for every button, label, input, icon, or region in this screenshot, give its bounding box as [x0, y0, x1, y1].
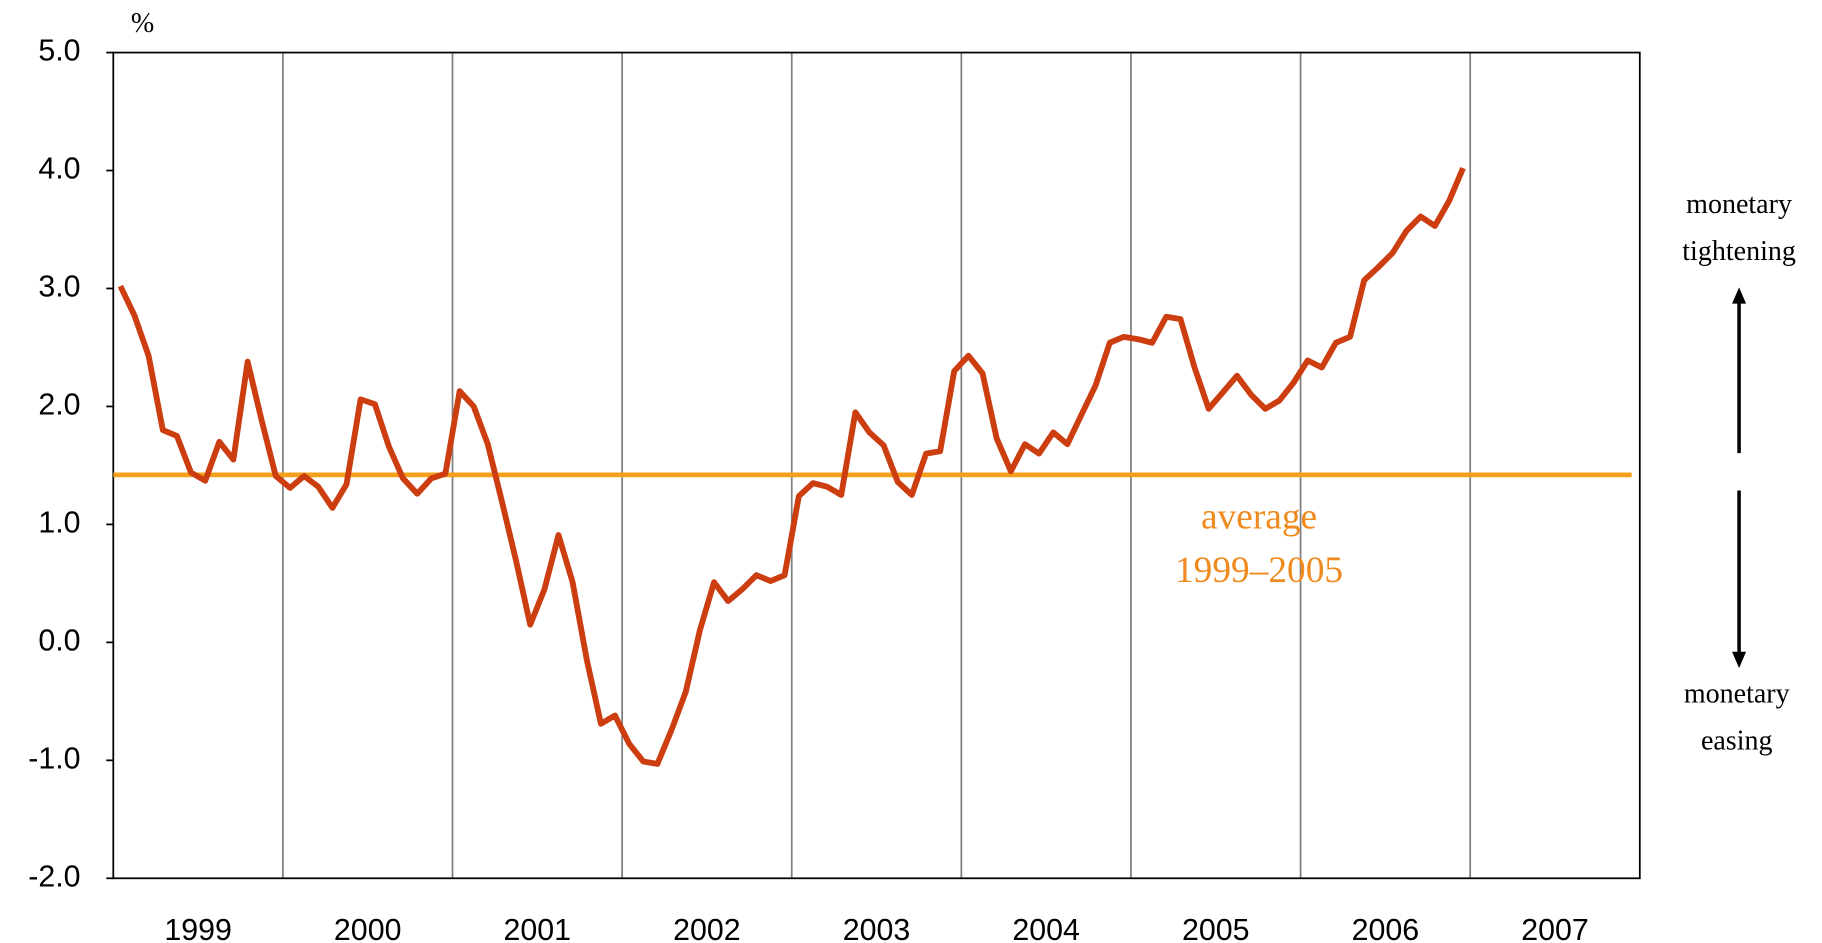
- x-tick-label: 1999: [164, 914, 232, 943]
- y-tick-label: 2.0: [38, 388, 80, 421]
- x-tick-label: 2007: [1521, 914, 1589, 943]
- x-tick-label: 2001: [504, 914, 572, 943]
- average-label: 1999–2005: [1175, 550, 1343, 591]
- y-tick-label: 5.0: [38, 35, 80, 68]
- average-label: average: [1201, 496, 1317, 537]
- x-tick-label: 2003: [843, 914, 911, 943]
- x-tick-label: 2000: [334, 914, 402, 943]
- annotation-tightening: tightening: [1682, 236, 1796, 267]
- y-tick-label: -1.0: [28, 742, 80, 775]
- x-tick-label: 2006: [1352, 914, 1420, 943]
- y-tick-label: 1.0: [38, 506, 80, 539]
- arrow-down-head: [1732, 651, 1747, 669]
- y-tick-label: 4.0: [38, 153, 80, 186]
- x-tick-label: 2004: [1012, 914, 1080, 943]
- x-tick-label: 2002: [673, 914, 741, 943]
- annotation-easing: monetary: [1684, 679, 1790, 710]
- y-axis-label: %: [131, 8, 154, 39]
- plot-frame: [112, 51, 1641, 880]
- data-line: [117, 167, 1466, 767]
- arrow-up-head: [1732, 287, 1747, 304]
- annotation-easing: easing: [1701, 725, 1773, 756]
- annotation-tightening: monetary: [1686, 189, 1792, 220]
- y-tick-label: 3.0: [38, 270, 80, 303]
- y-tick-label: -2.0: [28, 860, 80, 893]
- y-tick-label: 0.0: [38, 624, 80, 657]
- x-tick-label: 2005: [1182, 914, 1250, 943]
